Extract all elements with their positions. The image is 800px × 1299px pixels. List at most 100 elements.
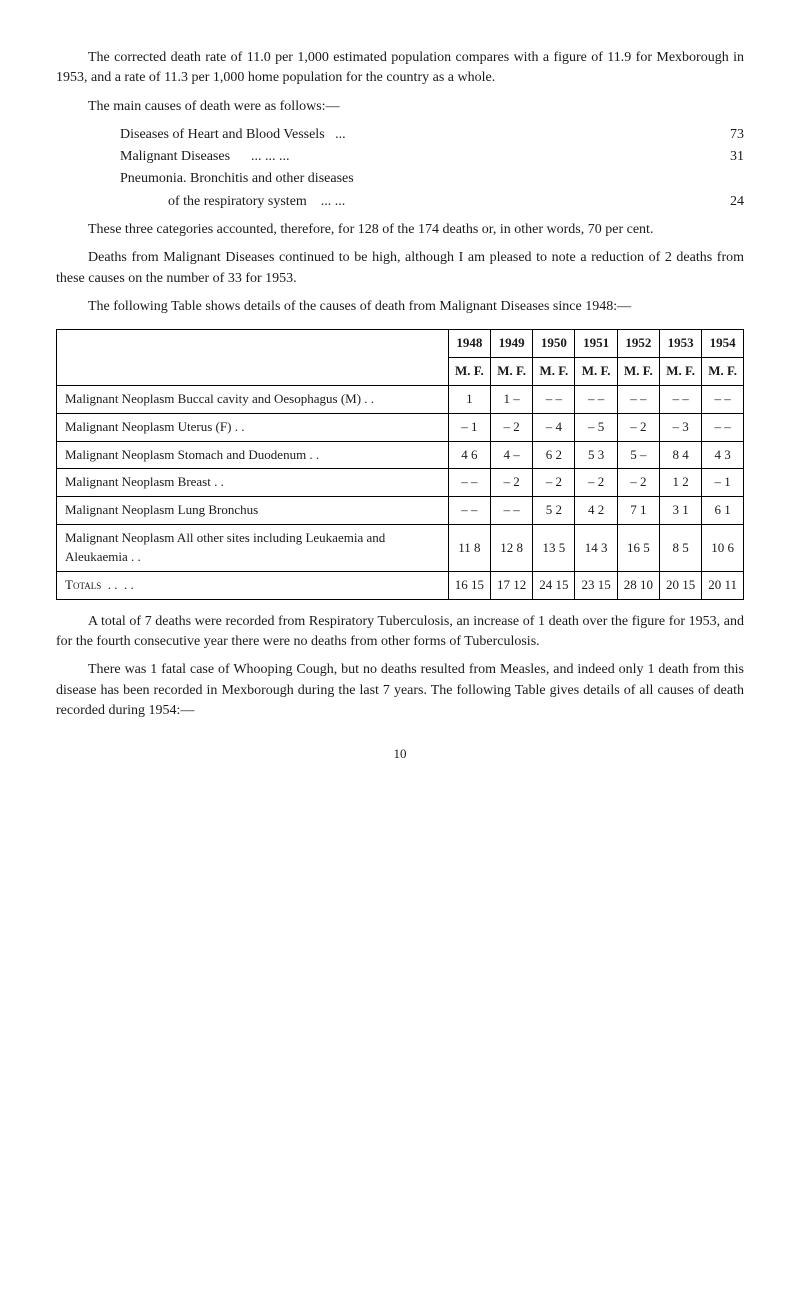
table-row: Malignant Neoplasm Breast . .– –– 2– 2– … [57, 469, 744, 497]
data-cell: 10 6 [702, 525, 744, 572]
cause-label: Diseases of Heart and Blood Vessels ... [120, 125, 704, 145]
data-cell: 1 [448, 385, 490, 413]
data-cell: 1 – [490, 385, 532, 413]
paragraph-categories: These three categories accounted, theref… [56, 220, 744, 240]
totals-cell: 17 12 [490, 571, 532, 599]
data-cell: – – [617, 385, 659, 413]
paragraph-causes-intro: The main causes of death were as follows… [56, 97, 744, 117]
data-cell: 6 1 [702, 497, 744, 525]
table-row: Malignant Neoplasm Stomach and Duodenum … [57, 441, 744, 469]
cause-item: Diseases of Heart and Blood Vessels ... … [120, 125, 744, 145]
mf-header: M. F. [448, 358, 490, 386]
data-cell: – – [575, 385, 617, 413]
data-cell: – – [490, 497, 532, 525]
data-cell: 8 4 [659, 441, 701, 469]
data-cell: – 2 [490, 413, 532, 441]
table-corner-cell [57, 330, 449, 386]
data-cell: 11 8 [448, 525, 490, 572]
data-cell: – 3 [659, 413, 701, 441]
totals-cell: 16 15 [448, 571, 490, 599]
data-cell: 3 1 [659, 497, 701, 525]
data-cell: 5 3 [575, 441, 617, 469]
cause-value: 73 [704, 125, 744, 145]
year-header: 1949 [490, 330, 532, 358]
data-cell: – 2 [533, 469, 575, 497]
table-row: Malignant Neoplasm Uterus (F) . .– 1– 2–… [57, 413, 744, 441]
row-label: Malignant Neoplasm Buccal cavity and Oes… [57, 385, 449, 413]
data-cell: 8 5 [659, 525, 701, 572]
table-row: Malignant Neoplasm All other sites inclu… [57, 525, 744, 572]
year-header: 1948 [448, 330, 490, 358]
year-header: 1954 [702, 330, 744, 358]
causes-table: 1948 1949 1950 1951 1952 1953 1954 M. F.… [56, 329, 744, 599]
data-cell: 4 2 [575, 497, 617, 525]
data-cell: 12 8 [490, 525, 532, 572]
totals-cell: 20 15 [659, 571, 701, 599]
row-label: Malignant Neoplasm Lung Bronchus [57, 497, 449, 525]
cause-item: Malignant Diseases ... ... ... 31 [120, 147, 744, 167]
totals-cell: 24 15 [533, 571, 575, 599]
cause-item: of the respiratory system ... ... 24 [120, 192, 744, 212]
data-cell: – 1 [448, 413, 490, 441]
cause-label: Pneumonia. Bronchitis and other diseases [120, 169, 704, 189]
totals-cell: 20 11 [702, 571, 744, 599]
page-number: 10 [56, 745, 744, 764]
year-header: 1951 [575, 330, 617, 358]
totals-label: Totals . . . . [57, 571, 449, 599]
data-cell: 4 3 [702, 441, 744, 469]
year-header: 1950 [533, 330, 575, 358]
table-header-years: 1948 1949 1950 1951 1952 1953 1954 [57, 330, 744, 358]
data-cell: – 4 [533, 413, 575, 441]
table-row: Malignant Neoplasm Buccal cavity and Oes… [57, 385, 744, 413]
data-cell: – – [702, 413, 744, 441]
mf-header: M. F. [490, 358, 532, 386]
data-cell: 6 2 [533, 441, 575, 469]
data-cell: – 2 [617, 413, 659, 441]
totals-cell: 28 10 [617, 571, 659, 599]
cause-value [704, 169, 744, 189]
cause-item: Pneumonia. Bronchitis and other diseases [120, 169, 744, 189]
cause-label-sub: of the respiratory system ... ... [168, 192, 704, 212]
mf-header: M. F. [659, 358, 701, 386]
data-cell: 13 5 [533, 525, 575, 572]
mf-header: M. F. [702, 358, 744, 386]
row-label: Malignant Neoplasm Breast . . [57, 469, 449, 497]
mf-header: M. F. [533, 358, 575, 386]
year-header: 1953 [659, 330, 701, 358]
data-cell: 4 – [490, 441, 532, 469]
paragraph-malignant: Deaths from Malignant Diseases continued… [56, 248, 744, 289]
data-cell: – 2 [617, 469, 659, 497]
paragraph-whooping: There was 1 fatal case of Whooping Cough… [56, 660, 744, 721]
row-label: Malignant Neoplasm Stomach and Duodenum … [57, 441, 449, 469]
data-cell: 4 6 [448, 441, 490, 469]
data-cell: 16 5 [617, 525, 659, 572]
table-row: Malignant Neoplasm Lung Bronchus– –– –5 … [57, 497, 744, 525]
data-cell: 5 2 [533, 497, 575, 525]
data-cell: 5 – [617, 441, 659, 469]
data-cell: – 2 [575, 469, 617, 497]
data-cell: – – [702, 385, 744, 413]
paragraph-tuberculosis: A total of 7 deaths were recorded from R… [56, 612, 744, 653]
row-label: Malignant Neoplasm All other sites inclu… [57, 525, 449, 572]
data-cell: – 2 [490, 469, 532, 497]
totals-cell: 23 15 [575, 571, 617, 599]
data-cell: 7 1 [617, 497, 659, 525]
data-cell: 1 2 [659, 469, 701, 497]
paragraph-intro: The corrected death rate of 11.0 per 1,0… [56, 48, 744, 89]
cause-value: 24 [704, 192, 744, 212]
paragraph-table-intro: The following Table shows details of the… [56, 297, 744, 317]
data-cell: – 5 [575, 413, 617, 441]
mf-header: M. F. [575, 358, 617, 386]
cause-value: 31 [704, 147, 744, 167]
cause-label: Malignant Diseases ... ... ... [120, 147, 704, 167]
data-cell: – – [448, 469, 490, 497]
mf-header: M. F. [617, 358, 659, 386]
row-label: Malignant Neoplasm Uterus (F) . . [57, 413, 449, 441]
data-cell: – – [448, 497, 490, 525]
data-cell: – 1 [702, 469, 744, 497]
totals-row: Totals . . . . 16 15 17 12 24 15 23 15 2… [57, 571, 744, 599]
data-cell: – – [659, 385, 701, 413]
data-cell: – – [533, 385, 575, 413]
year-header: 1952 [617, 330, 659, 358]
causes-list: Diseases of Heart and Blood Vessels ... … [120, 125, 744, 212]
